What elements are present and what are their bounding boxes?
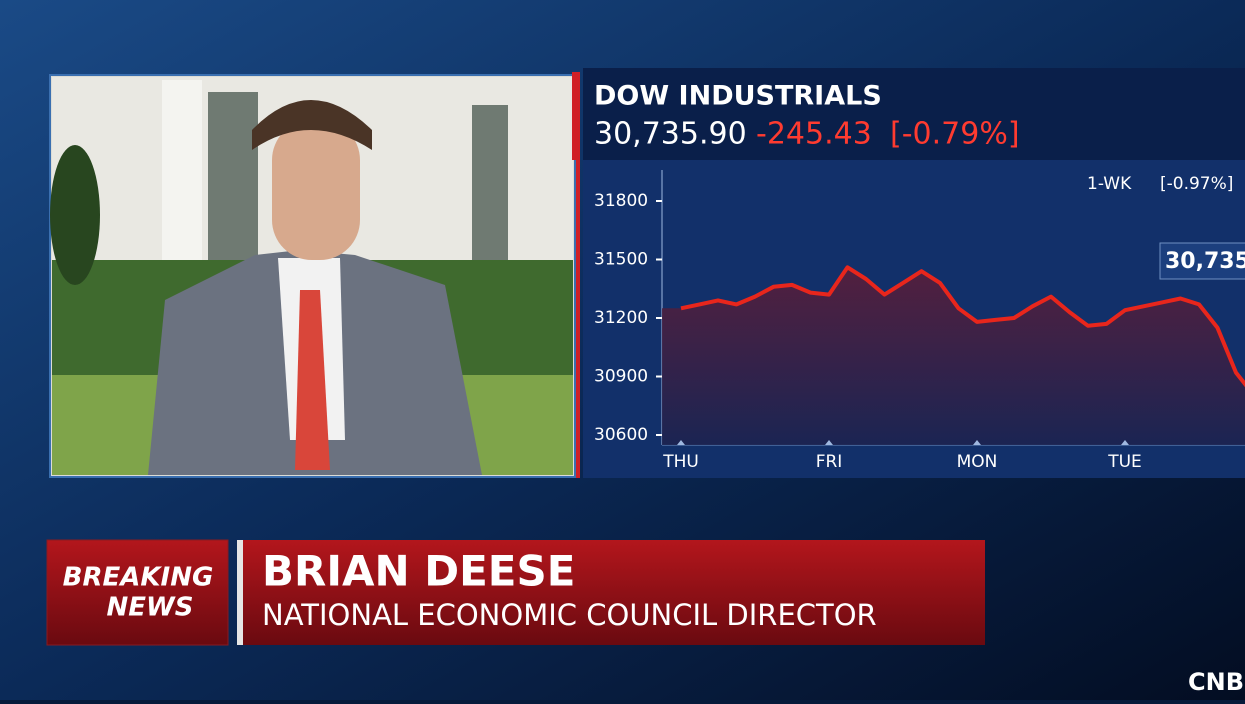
x-tick-label: TUE — [1107, 452, 1142, 472]
y-tick-label: 30900 — [594, 367, 648, 387]
badge-line2: NEWS — [107, 593, 194, 623]
plot-area — [662, 265, 1245, 445]
period-label: 1-WK — [1087, 174, 1132, 194]
accent-bar — [572, 72, 580, 160]
y-tick-label: 31500 — [594, 250, 648, 270]
y-tick-label: 30600 — [594, 425, 648, 445]
guest-name: BRIAN DEESE — [262, 547, 575, 596]
ticker-header — [583, 68, 1245, 160]
name-bar-accent — [237, 540, 243, 645]
name-bar — [237, 540, 985, 645]
x-tick-mark — [973, 440, 981, 445]
ticker-change: -245.43 — [756, 117, 872, 152]
x-tick-mark — [1121, 440, 1129, 445]
x-tick-mark — [677, 440, 685, 445]
last-value-label: 30,735.9 — [1165, 249, 1245, 274]
x-tick-label: FRI — [816, 452, 843, 472]
breaking-badge — [46, 539, 229, 646]
area — [662, 267, 1245, 445]
ticker-price: 30,735.90 — [594, 117, 747, 152]
ticker-change-pct: [-0.79%] — [890, 117, 1020, 152]
last-value-box — [1159, 242, 1245, 280]
line — [680, 265, 1245, 388]
y-tick-label: 31800 — [594, 191, 648, 211]
network-logo: CNBC — [1188, 668, 1245, 696]
badge-line1: BREAKING — [63, 563, 214, 593]
accent-bar — [576, 160, 580, 478]
x-tick-label: THU — [662, 452, 699, 472]
video-feed — [49, 74, 576, 478]
guest-role: NATIONAL ECONOMIC COUNCIL DIRECTOR — [262, 598, 877, 632]
y-tick-label: 31200 — [594, 308, 648, 328]
x-tick-label: MON — [957, 452, 998, 472]
ticker-name: DOW INDUSTRIALS — [594, 81, 882, 112]
period-change: [-0.97%] — [1160, 174, 1233, 194]
x-tick-mark — [825, 440, 833, 445]
